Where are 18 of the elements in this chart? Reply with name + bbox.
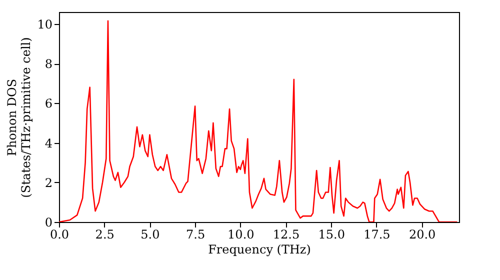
x-tick-label: 10.0 (228, 228, 254, 242)
y-tick-label: 8 (44, 57, 52, 72)
x-tick-label: 2.5 (95, 228, 114, 242)
x-axis-title: Frequency (THz) (208, 242, 311, 256)
y-tick-label: 10 (37, 17, 52, 32)
x-tick-label: 20.0 (408, 228, 436, 242)
y-tick-label: 0 (44, 216, 52, 230)
y-tick-label: 2 (44, 176, 52, 190)
x-tick-label: 15.0 (318, 228, 345, 242)
x-tick-label: 0.0 (50, 228, 70, 242)
y-tick-label: 6 (44, 96, 52, 111)
x-tick-label: 5.0 (140, 228, 160, 242)
x-tick-label: 17.5 (364, 228, 390, 242)
y-axis-title: Phonon DOS (States/THz·primitive cell) (5, 37, 34, 198)
line-series (59, 20, 458, 222)
y-tick-label: 4 (44, 136, 53, 150)
x-tick-label: 12.5 (272, 228, 300, 242)
x-tick-label: 7.5 (186, 228, 206, 242)
